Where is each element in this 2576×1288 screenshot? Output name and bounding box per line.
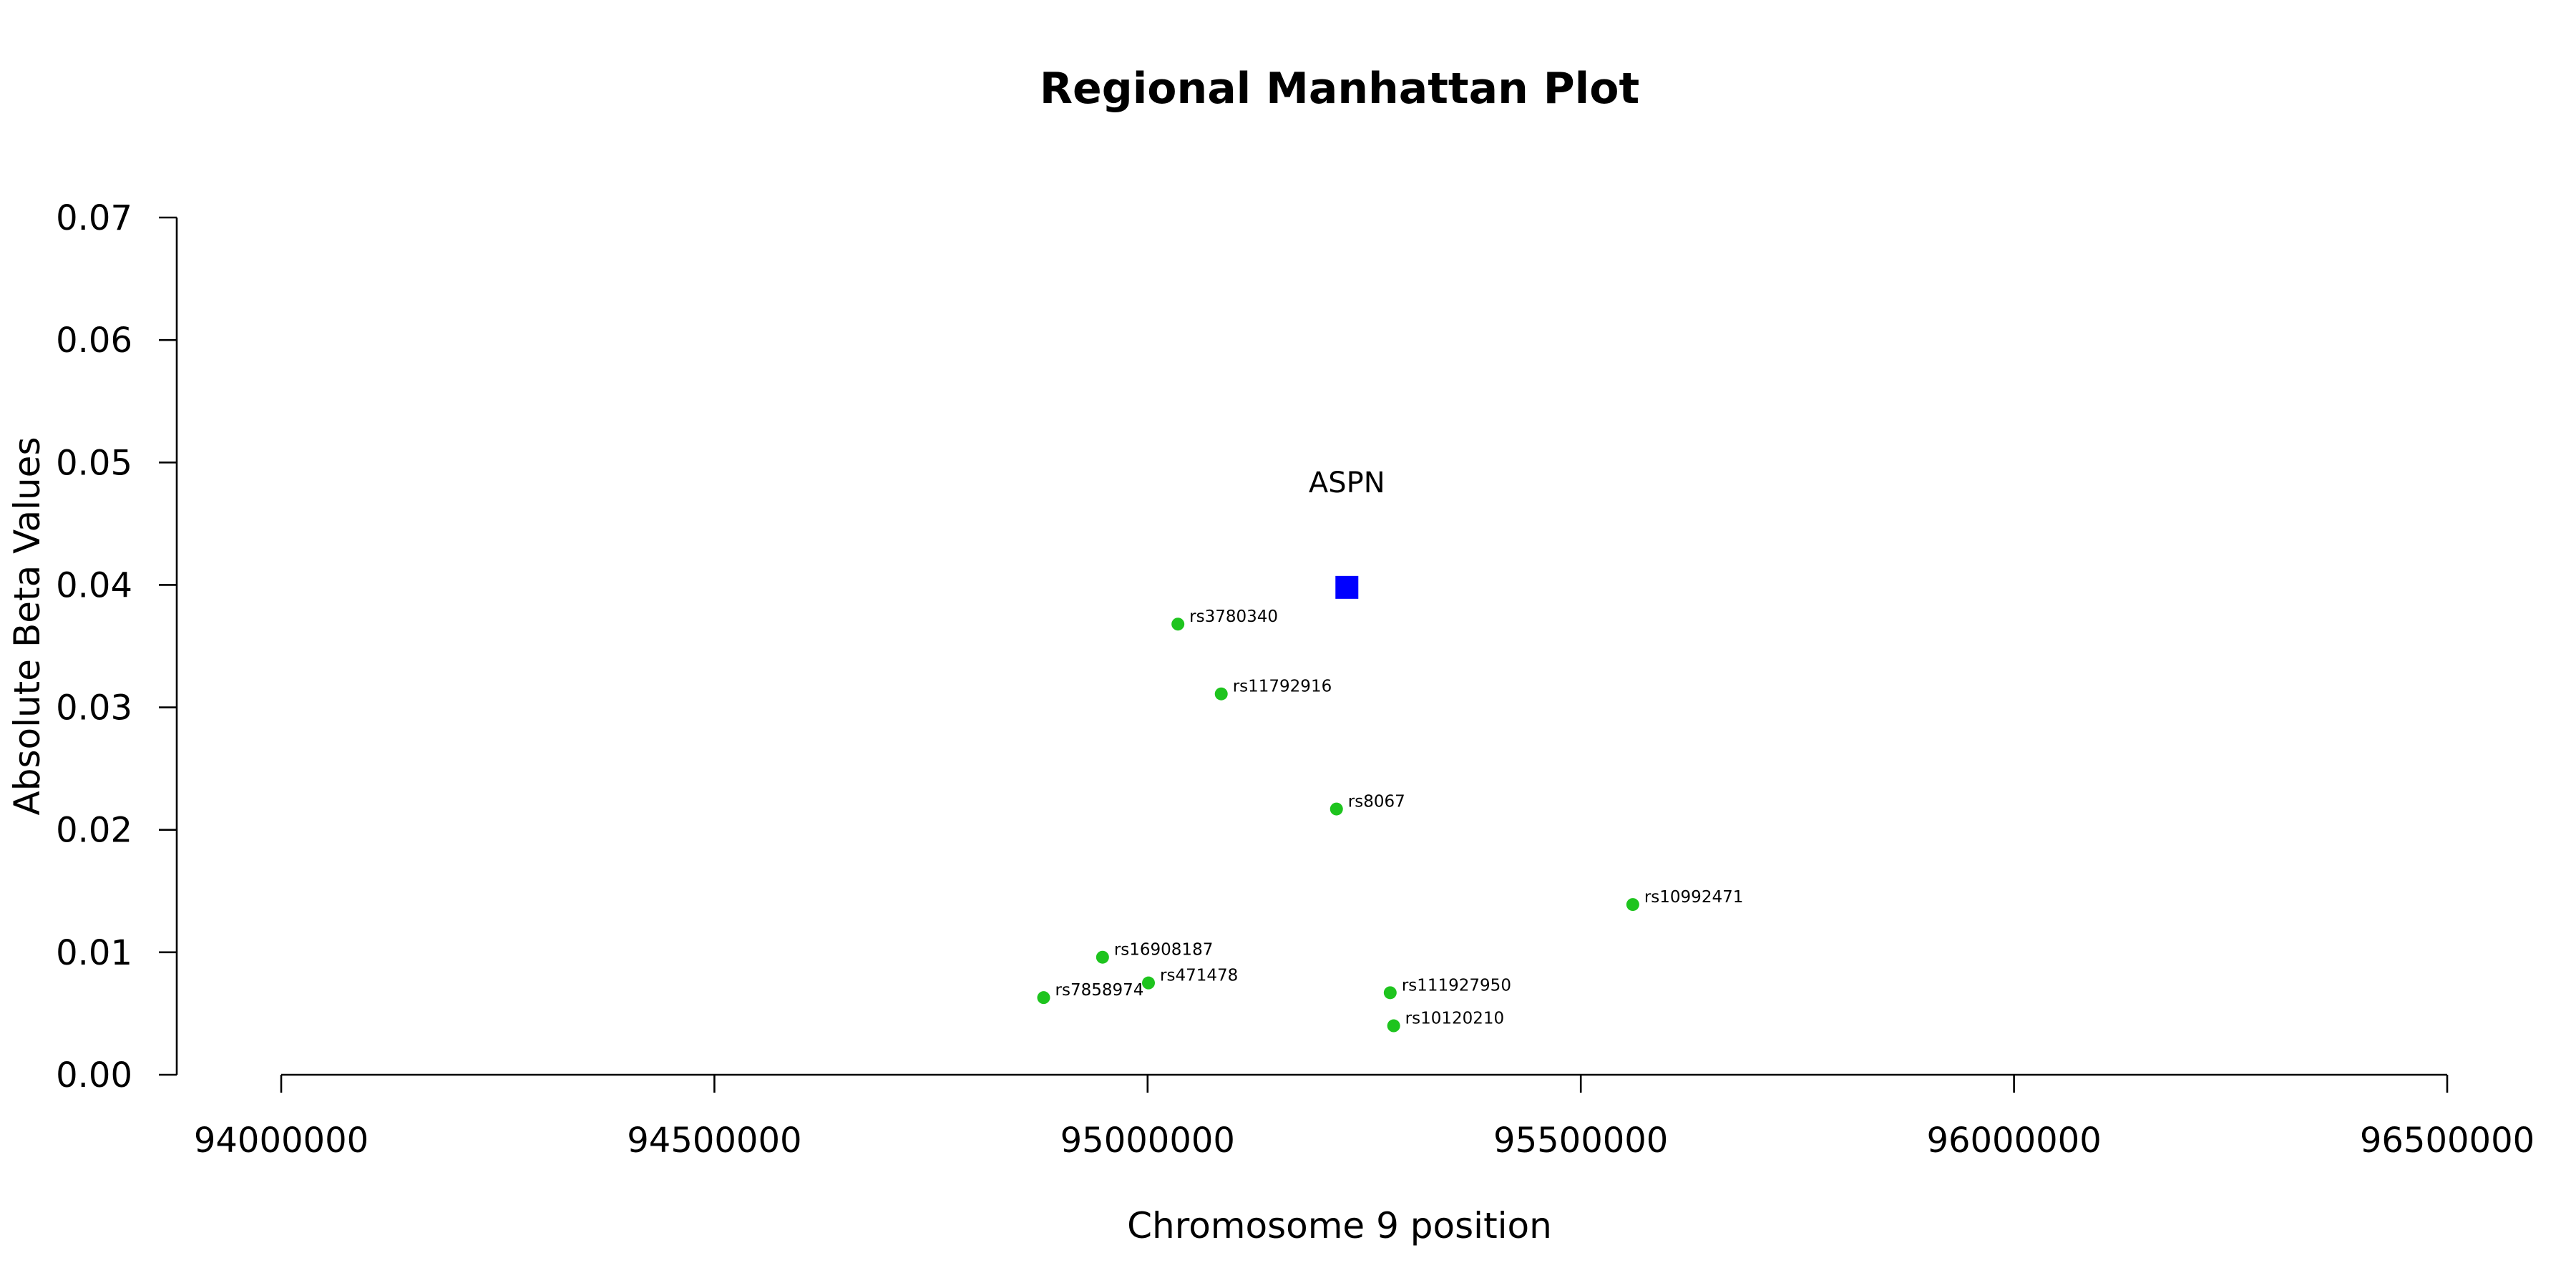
- y-tick-label: 0.04: [56, 565, 132, 605]
- y-tick-label: 0.05: [56, 443, 132, 483]
- snp-label: rs11792916: [1233, 678, 1332, 696]
- snp-point: [1037, 991, 1050, 1005]
- y-tick-label: 0.03: [56, 688, 132, 728]
- gene-label: ASPN: [1309, 467, 1385, 499]
- y-tick-label: 0.02: [56, 811, 132, 851]
- snp-point: [1626, 898, 1639, 912]
- snp-point: [1387, 1019, 1400, 1033]
- data-marks: rs3780340 rs11792916 rs8067 rs10992471 rs169…: [1037, 467, 1744, 1033]
- x-tick-label: 95000000: [1060, 1121, 1235, 1161]
- y-tick-label: 0.01: [56, 933, 132, 973]
- snp-label: rs3780340: [1189, 608, 1278, 626]
- snp-point: [1142, 976, 1156, 990]
- x-axis-ticks: 94000000 94500000 95000000 95500000 96000000…: [194, 1075, 2534, 1161]
- x-tick-label: 94000000: [194, 1121, 369, 1161]
- x-tick-label: 95500000: [1493, 1121, 1668, 1161]
- chart-title: Regional Manhattan Plot: [1040, 64, 1639, 114]
- snp-label: rs16908187: [1114, 941, 1214, 960]
- y-axis-label: Absolute Beta Values: [6, 437, 48, 816]
- snp-label: rs10992471: [1644, 888, 1744, 907]
- snp-label: rs471478: [1160, 967, 1238, 985]
- snp-label: rs111927950: [1402, 976, 1511, 995]
- x-tick-label: 94500000: [627, 1121, 801, 1161]
- x-axis-label: Chromosome 9 position: [1127, 1205, 1552, 1246]
- x-tick-label: 96500000: [2360, 1121, 2534, 1161]
- snp-point: [1383, 986, 1397, 1000]
- y-axis-ticks: 0.00 0.01 0.02 0.03 0.04 0.05 0.06 0.07: [56, 198, 177, 1096]
- y-tick-label: 0.06: [56, 321, 132, 361]
- y-tick-label: 0.07: [56, 198, 132, 238]
- snp-point: [1171, 618, 1185, 631]
- snp-point: [1096, 950, 1109, 964]
- gene-marker: [1335, 575, 1359, 599]
- snp-label: rs7858974: [1055, 981, 1144, 1000]
- x-tick-label: 96000000: [1926, 1121, 2101, 1161]
- snp-label: rs10120210: [1405, 1010, 1505, 1028]
- snp-point: [1214, 687, 1228, 701]
- snp-point: [1330, 802, 1343, 816]
- snp-label: rs8067: [1348, 793, 1405, 811]
- y-tick-label: 0.00: [56, 1055, 132, 1096]
